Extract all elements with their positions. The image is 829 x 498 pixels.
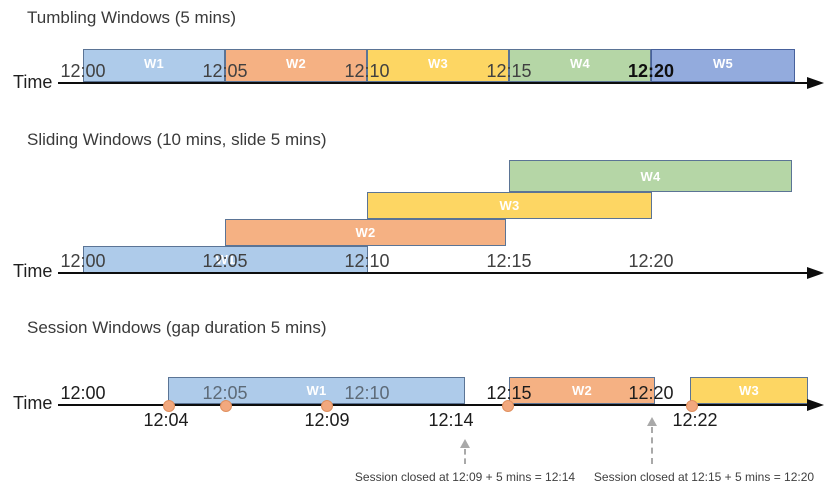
sliding-window-w3: W3 — [367, 192, 652, 219]
window-label: W2 — [571, 383, 593, 398]
event-time-12-04: 12:04 — [143, 410, 189, 430]
tick-12-15: 12:15 — [486, 383, 532, 403]
tick-12-10: 12:10 — [344, 61, 390, 81]
tick-12-05: 12:05 — [202, 251, 248, 271]
annotation-arrow-line — [464, 449, 466, 464]
tumbling-time-label: Time — [13, 72, 53, 92]
event-time-12-22: 12:22 — [672, 410, 718, 430]
tumbling-window-w4: W4 — [509, 49, 651, 82]
tick-12-00: 12:00 — [60, 383, 106, 403]
window-label: W3 — [427, 56, 449, 71]
tick-12-15: 12:15 — [486, 61, 532, 81]
event-dot — [220, 400, 232, 412]
tick-12-05: 12:05 — [202, 383, 248, 403]
session-timeline-axis — [58, 404, 808, 406]
window-label: W5 — [712, 56, 734, 71]
event-time-12-14: 12:14 — [428, 410, 474, 430]
tumbling-window-w2: W2 — [225, 49, 367, 82]
annotation-arrow-line — [651, 427, 653, 464]
session-window-w2: W2 — [509, 377, 655, 404]
window-label: W1 — [306, 383, 327, 398]
window-label: W1 — [215, 252, 236, 267]
tumbling-window-w3: W3 — [367, 49, 509, 82]
tick-12-00: 12:00 — [60, 61, 106, 81]
tumbling-timeline-axis — [58, 82, 808, 84]
event-dot — [686, 400, 698, 412]
tumbling-title: Tumbling Windows (5 mins) — [27, 8, 237, 27]
event-dot — [502, 400, 514, 412]
tumbling-window-w1: W1 — [83, 49, 225, 82]
tumbling-window-w5: W5 — [651, 49, 795, 82]
tick-12-10: 12:10 — [344, 383, 390, 403]
session-arrowhead-icon — [807, 399, 824, 411]
session-time-label: Time — [13, 393, 53, 413]
session-closed-annotation-1: Session closed at 12:09 + 5 mins = 12:14 — [354, 470, 576, 484]
tick-12-20: 12:20 — [628, 383, 674, 403]
tick-12-15: 12:15 — [486, 251, 532, 271]
annotation-arrow-icon — [647, 417, 657, 426]
event-dot — [321, 400, 333, 412]
tick-12-05: 12:05 — [202, 61, 248, 81]
window-label: W2 — [285, 56, 307, 71]
window-label: W4 — [569, 56, 591, 71]
window-label: W2 — [355, 225, 376, 240]
sliding-time-label: Time — [13, 261, 53, 281]
session-closed-annotation-2: Session closed at 12:15 + 5 mins = 12:20 — [593, 470, 815, 484]
tick-12-20: 12:20 — [628, 251, 674, 271]
tumbling-arrowhead-icon — [807, 77, 824, 89]
sliding-arrowhead-icon — [807, 267, 824, 279]
window-label: W4 — [640, 168, 661, 184]
session-title: Session Windows (gap duration 5 mins) — [27, 318, 327, 337]
sliding-title: Sliding Windows (10 mins, slide 5 mins) — [27, 130, 327, 149]
tick-12-10: 12:10 — [344, 251, 390, 271]
window-label: W1 — [143, 56, 165, 71]
annotation-arrow-icon — [460, 439, 470, 448]
session-window-w3: W3 — [690, 377, 808, 404]
window-label: W3 — [738, 383, 760, 398]
sliding-timeline-axis — [58, 272, 808, 274]
session-window-w1: W1 — [168, 377, 465, 404]
event-time-12-09: 12:09 — [304, 410, 350, 430]
window-label: W3 — [499, 198, 520, 213]
tick-12-00: 12:00 — [60, 251, 106, 271]
tick-12-20: 12:20 — [627, 61, 675, 81]
event-dot — [163, 400, 175, 412]
sliding-window-w2: W2 — [225, 219, 506, 246]
sliding-window-w4: W4 — [509, 160, 792, 192]
